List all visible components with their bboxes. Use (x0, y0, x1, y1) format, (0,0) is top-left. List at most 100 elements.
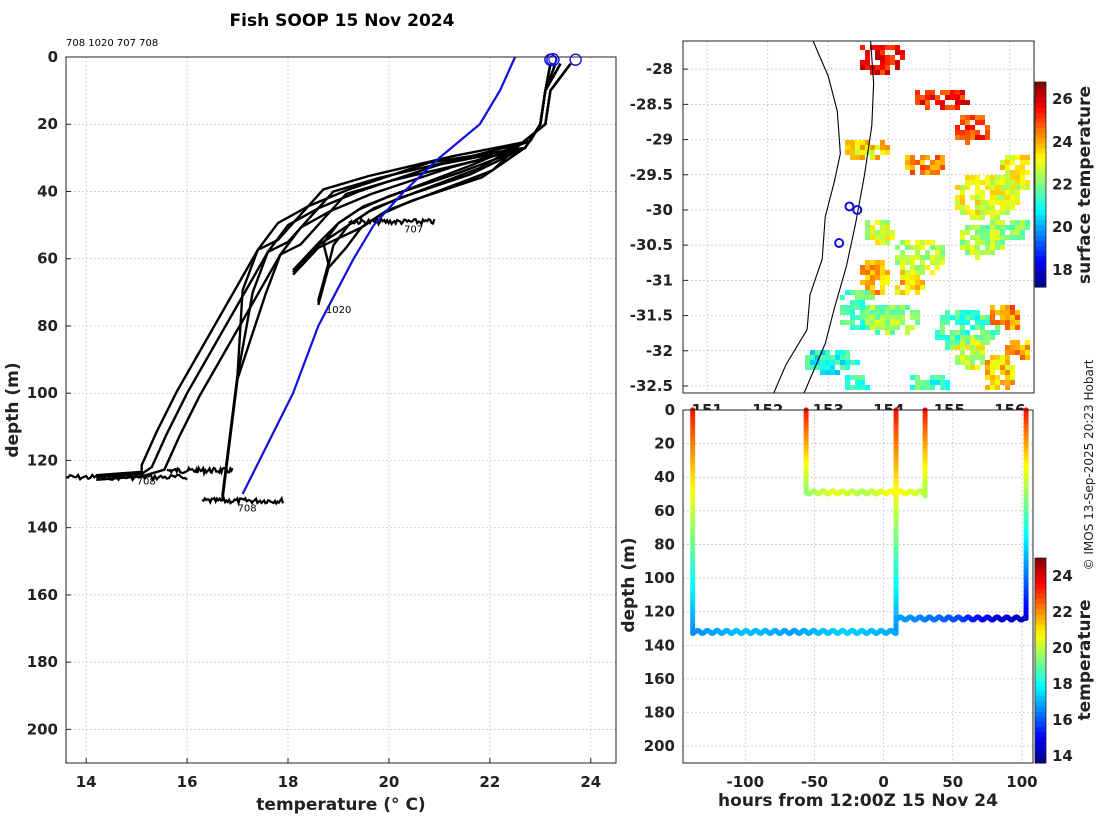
sst-pixel (930, 240, 935, 245)
sst-pixel (985, 130, 990, 135)
sst-pixel (870, 295, 875, 300)
sst-colorbar-segment (1035, 281, 1046, 288)
sst-pixel (975, 240, 980, 245)
sst-pixel (940, 315, 945, 320)
sst-pixel (840, 295, 845, 300)
sst-pixel (895, 325, 900, 330)
sst-pixel (1000, 220, 1005, 225)
sst-pixel (860, 375, 865, 380)
sst-pixel (955, 205, 960, 210)
sst-pixel (855, 325, 860, 330)
sst-colorbar-segment (1035, 240, 1046, 247)
sst-pixel (1015, 200, 1020, 205)
sst-colorbar-segment (1035, 158, 1046, 165)
temperature-colorbar-segment (1035, 634, 1046, 641)
sst-pixel (980, 355, 985, 360)
sst-pixel (1020, 350, 1025, 355)
sst-pixel (810, 355, 815, 360)
sst-pixel (1000, 205, 1005, 210)
time-depth-y-tick-label: 40 (654, 468, 675, 486)
sst-pixel (940, 325, 945, 330)
temperature-colorbar-segment (1035, 686, 1046, 692)
sst-pixel (1015, 320, 1020, 325)
sst-pixel (885, 230, 890, 235)
sst-pixel (870, 275, 875, 280)
sst-pixel (880, 240, 885, 245)
sst-pixel (1000, 245, 1005, 250)
sst-pixel (980, 120, 985, 125)
sst-pixel (975, 190, 980, 195)
map-station-marker (852, 204, 863, 215)
sst-pixel (965, 175, 970, 180)
sst-pixel (905, 165, 910, 170)
sst-pixel (1020, 220, 1025, 225)
sst-pixel (1000, 360, 1005, 365)
sst-pixel (1000, 365, 1005, 370)
sst-pixel (1010, 340, 1015, 345)
time-depth-y-tick-label: 200 (644, 737, 675, 755)
time-depth-y-tick-label: 180 (644, 704, 675, 722)
sst-pixel (975, 225, 980, 230)
sst-pixel (1000, 165, 1005, 170)
time-depth-frame (682, 409, 1034, 764)
sst-pixel (830, 360, 835, 365)
sst-pixel (850, 305, 855, 310)
sst-pixel (835, 350, 840, 355)
sst-pixel (860, 295, 865, 300)
sst-pixel (975, 255, 980, 260)
sst-pixel (805, 365, 810, 370)
sst-pixel (870, 145, 875, 150)
sst-pixel (960, 230, 965, 235)
sst-pixel (960, 340, 965, 345)
sst-pixel (1005, 180, 1010, 185)
temperature-colorbar-segment (1035, 614, 1046, 621)
sst-pixel (950, 90, 955, 95)
sst-pixel (895, 65, 900, 70)
sst-pixel (990, 195, 995, 200)
sst-pixel (905, 270, 910, 275)
sst-pixel (970, 235, 975, 240)
sst-pixel (925, 265, 930, 270)
sst-pixel (985, 235, 990, 240)
sst-pixel (960, 100, 965, 105)
sst-pixel (805, 355, 810, 360)
temperature-colorbar-segment (1035, 747, 1046, 754)
sst-pixel (1015, 315, 1020, 320)
sst-pixel (985, 125, 990, 130)
sst-pixel (980, 215, 985, 220)
temperature-colorbar-tick-label: 16 (1052, 711, 1073, 729)
sst-pixel (1005, 345, 1010, 350)
time-depth-points (690, 407, 1029, 636)
sst-pixel (875, 230, 880, 235)
sst-colorbar-segment (1035, 112, 1046, 119)
sst-pixel (865, 310, 870, 315)
sst-pixel (885, 235, 890, 240)
sst-colorbar-segment (1035, 117, 1046, 124)
sst-pixel (900, 255, 905, 260)
sst-pixel (910, 275, 915, 280)
sst-pixel (960, 345, 965, 350)
time-depth-plot: -100 -50 0 50 100 0 20 40 60 80 100 120 140 160 180 200… (619, 401, 1095, 811)
sst-pixel (1010, 230, 1015, 235)
sst-pixel (975, 180, 980, 185)
sst-colorbar-tick-label: 22 (1052, 176, 1073, 194)
sst-pixel (985, 320, 990, 325)
sst-pixel (925, 380, 930, 385)
sst-pixel (920, 285, 925, 290)
sst-pixel (880, 290, 885, 295)
sst-pixel (890, 235, 895, 240)
sst-pixel (875, 235, 880, 240)
sst-pixel (950, 105, 955, 110)
sst-pixel (910, 270, 915, 275)
sst-pixel (1005, 380, 1010, 385)
sst-pixel (920, 245, 925, 250)
sst-pixel (870, 310, 875, 315)
sst-pixel (925, 100, 930, 105)
sst-pixel (895, 60, 900, 65)
sst-pixel (935, 100, 940, 105)
sst-pixel (975, 185, 980, 190)
sst-pixel (950, 340, 955, 345)
sst-pixel (905, 155, 910, 160)
sst-pixel (985, 240, 990, 245)
sst-pixel (905, 240, 910, 245)
